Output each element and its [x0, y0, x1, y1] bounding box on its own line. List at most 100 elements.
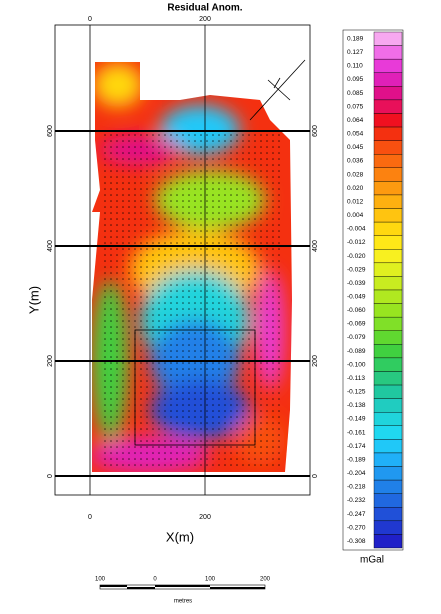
colorbar-swatch	[373, 99, 403, 114]
colorbar-swatch	[373, 357, 403, 372]
colorbar-label: -0.089	[347, 348, 366, 355]
colorbar-swatch	[373, 221, 403, 236]
x-axis-label: X(m)	[166, 529, 194, 544]
colorbar-swatch	[373, 249, 403, 264]
colorbar-label: -0.060	[347, 307, 366, 314]
x-tick-bottom: 0	[88, 514, 92, 521]
colorbar-label: -0.218	[347, 484, 366, 491]
colorbar-swatch	[373, 479, 403, 494]
colorbar-swatch	[373, 276, 403, 291]
colorbar-label: -0.100	[347, 361, 366, 368]
x-tick-top: 0	[88, 16, 92, 23]
colorbar-label: 0.004	[347, 212, 364, 219]
colorbar-label: -0.270	[347, 524, 366, 531]
colorbar-swatch	[373, 181, 403, 196]
y-tick-left: 0	[47, 474, 54, 478]
colorbar-label: -0.149	[347, 416, 366, 423]
colorbar-swatch	[373, 316, 403, 331]
colorbar-swatch	[373, 303, 403, 318]
scale-label: 100	[95, 577, 106, 583]
colorbar-label: 0.095	[347, 76, 364, 83]
colorbar-label: -0.247	[347, 511, 366, 518]
colorbar-swatch	[373, 452, 403, 467]
colorbar-swatch	[373, 289, 403, 304]
scale-unit: metres	[174, 599, 192, 605]
colorbar-unit: mGal	[360, 555, 384, 566]
colorbar-label: -0.161	[347, 429, 366, 436]
colorbar-label: -0.125	[347, 389, 366, 396]
scale-label: 100	[205, 577, 216, 583]
colorbar-label: 0.110	[347, 63, 363, 70]
scale-bar	[99, 584, 266, 590]
colorbar-swatch	[373, 154, 403, 168]
colorbar-label: -0.308	[347, 538, 366, 545]
grid	[55, 25, 310, 495]
colorbar-swatch	[373, 235, 403, 250]
colorbar-swatch	[373, 330, 403, 345]
colorbar-swatch	[373, 58, 403, 73]
colorbar-label: -0.189	[347, 456, 366, 463]
colorbar-swatch	[373, 72, 403, 87]
y-tick-left: 600	[47, 125, 54, 137]
colorbar-swatch	[373, 507, 403, 522]
colorbar-label: 0.012	[347, 198, 364, 205]
colorbar-swatch	[373, 167, 403, 182]
scale-label: 0	[153, 577, 157, 583]
colorbar-swatch	[373, 86, 403, 101]
colorbar-swatch	[373, 194, 403, 209]
colorbar-label: -0.232	[347, 497, 366, 504]
y-tick-left: 200	[47, 355, 54, 367]
colorbar-frame	[342, 29, 404, 551]
colorbar-swatch	[373, 493, 403, 508]
colorbar-swatch	[373, 208, 403, 223]
colorbar-label: -0.049	[347, 294, 366, 301]
colorbar-label: -0.079	[347, 334, 366, 341]
colorbar-swatch	[373, 384, 403, 399]
x-tick-bottom: 200	[199, 514, 211, 521]
y-axis-label: Y(m)	[26, 286, 41, 314]
colorbar-label: 0.085	[347, 90, 364, 97]
colorbar-label: -0.113	[347, 375, 365, 382]
scale-label: 200	[260, 577, 271, 583]
colorbar-swatch	[373, 45, 403, 60]
colorbar-swatch	[373, 534, 403, 549]
colorbar-label: -0.204	[347, 470, 366, 477]
colorbar-swatch	[373, 412, 403, 426]
y-tick-right: 200	[312, 355, 319, 367]
y-tick-right: 0	[312, 474, 319, 478]
colorbar-swatch	[373, 126, 403, 141]
colorbar-label: 0.028	[347, 171, 364, 178]
colorbar-label: 0.075	[347, 103, 364, 110]
colorbar-swatch	[373, 140, 403, 155]
colorbar-label: -0.012	[347, 239, 366, 246]
colorbar-label: 0.020	[347, 185, 364, 192]
colorbar-label: 0.036	[347, 158, 364, 165]
colorbar-swatch	[373, 520, 403, 535]
map-title: Residual Anom.	[167, 3, 242, 14]
y-tick-left: 400	[47, 240, 54, 252]
colorbar-label: 0.189	[347, 36, 364, 43]
colorbar-label: 0.045	[347, 144, 364, 151]
colorbar-swatch	[373, 371, 403, 386]
y-tick-right: 400	[312, 240, 319, 252]
colorbar-swatch	[373, 425, 403, 440]
x-tick-top: 200	[199, 16, 211, 23]
colorbar-label: 0.064	[347, 117, 364, 124]
colorbar-label: -0.138	[347, 402, 366, 409]
colorbar-swatch	[373, 113, 403, 128]
colorbar-label: -0.039	[347, 280, 366, 287]
colorbar-swatch	[373, 31, 403, 46]
colorbar-label: -0.020	[347, 253, 366, 260]
colorbar-swatch	[373, 398, 403, 413]
colorbar-label: -0.174	[347, 443, 366, 450]
y-tick-right: 600	[312, 125, 319, 137]
colorbar-label: 0.127	[347, 49, 364, 56]
colorbar-label: -0.029	[347, 266, 366, 273]
colorbar-label: -0.004	[347, 226, 366, 233]
colorbar-swatch	[373, 262, 403, 277]
colorbar-swatch	[373, 344, 403, 359]
colorbar-swatch	[373, 466, 403, 481]
colorbar-swatch	[373, 439, 403, 454]
colorbar-label: 0.054	[347, 131, 364, 138]
